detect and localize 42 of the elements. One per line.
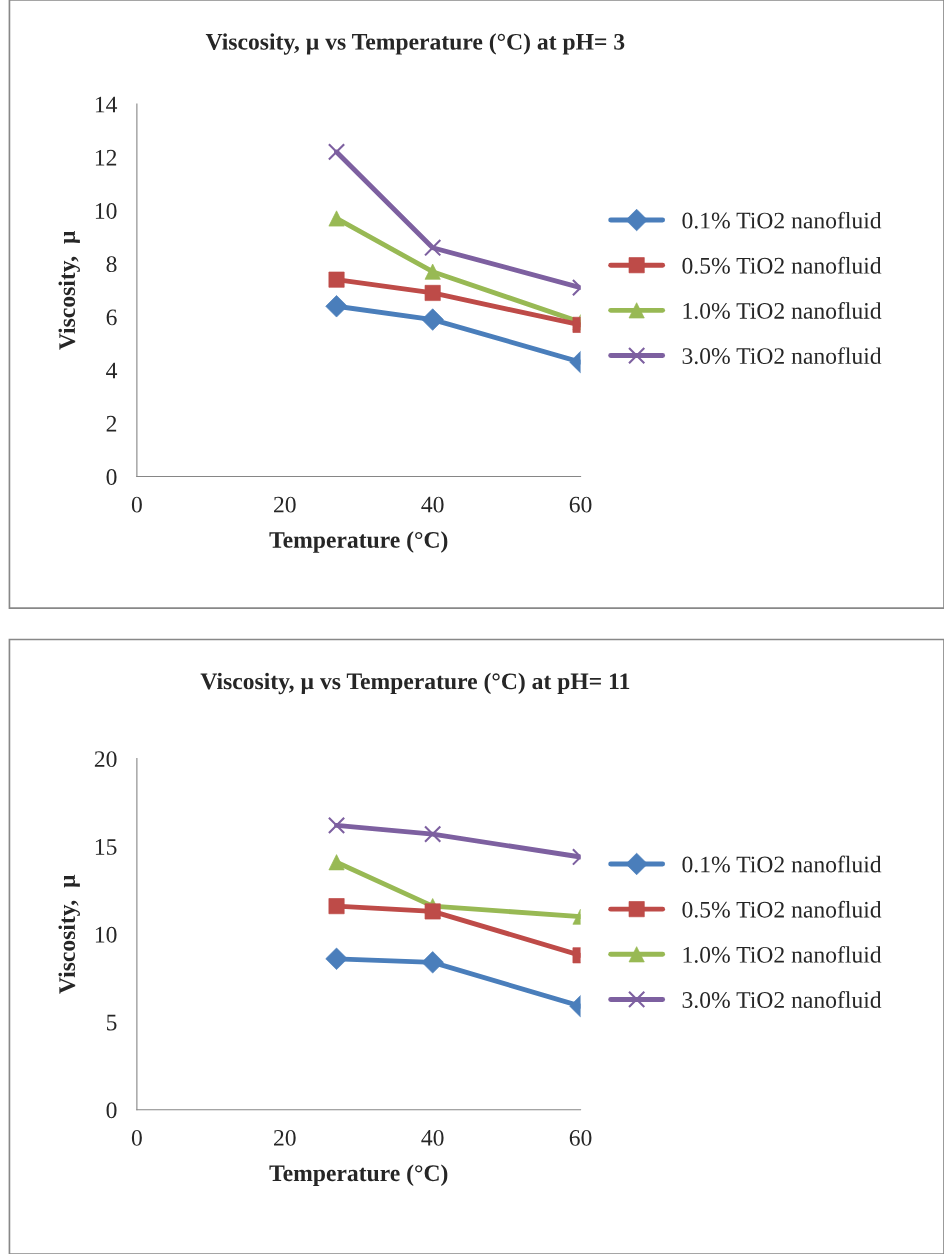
x-tick-label: 20 xyxy=(274,1129,296,1146)
y-tick-label: 8 xyxy=(106,256,117,273)
y-axis-title: Viscosity, µ xyxy=(58,230,80,350)
legend-label: 0.5% TiO2 nanofluid xyxy=(682,900,882,918)
chart-title: Viscosity, µ vs Temperature (°C) at pH= 3 xyxy=(205,33,625,55)
y-tick-label: 10 xyxy=(95,926,117,943)
x-axis-title: Temperature (°C) xyxy=(269,531,448,553)
point xyxy=(421,308,444,331)
y-tick-label: 14 xyxy=(95,96,118,113)
y-tick-label: 12 xyxy=(95,149,117,166)
y-tick-label: 6 xyxy=(106,309,117,326)
y-tick-label: 15 xyxy=(95,839,117,855)
point xyxy=(325,947,348,970)
y-tick-label: 2 xyxy=(106,415,117,432)
legend-label: 3.0% TiO2 nanofluid xyxy=(682,991,882,1009)
point xyxy=(327,143,346,161)
y-tick-label: 10 xyxy=(95,202,117,219)
chart-title: Viscosity, µ vs Temperature (°C) at pH= 11 xyxy=(200,672,630,695)
x-tick-label: 0 xyxy=(131,496,142,513)
legend-label: 0.1% TiO2 nanofluid xyxy=(682,855,882,873)
y-tick-label: 4 xyxy=(106,362,118,379)
x-tick-label: 40 xyxy=(421,496,444,513)
x-tick-label: 40 xyxy=(421,1129,444,1146)
y-axis-title: Viscosity, µ xyxy=(58,874,80,994)
legend-label: 0.1% TiO2 nanofluid xyxy=(682,211,882,229)
x-tick-label: 60 xyxy=(569,1129,592,1146)
point xyxy=(421,951,444,974)
point xyxy=(423,825,442,843)
x-tick-label: 20 xyxy=(274,496,296,513)
x-axis-title: Temperature (°C) xyxy=(269,1164,448,1186)
point xyxy=(327,816,346,835)
x-tick-label: 0 xyxy=(131,1129,142,1146)
legend-label: 3.0% TiO2 nanofluid xyxy=(682,347,882,365)
x-tick-label: 60 xyxy=(569,496,592,513)
y-tick-label: 0 xyxy=(106,1102,117,1119)
y-tick-label: 0 xyxy=(106,469,117,485)
legend-label: 1.0% TiO2 nanofluid xyxy=(683,302,882,319)
legend-label: 0.5% TiO2 nanofluid xyxy=(682,256,882,274)
y-tick-label: 20 xyxy=(94,751,117,768)
point xyxy=(423,239,442,257)
legend-label: 1.0% TiO2 nanofluid xyxy=(683,945,882,963)
y-tick-label: 5 xyxy=(107,1014,117,1031)
